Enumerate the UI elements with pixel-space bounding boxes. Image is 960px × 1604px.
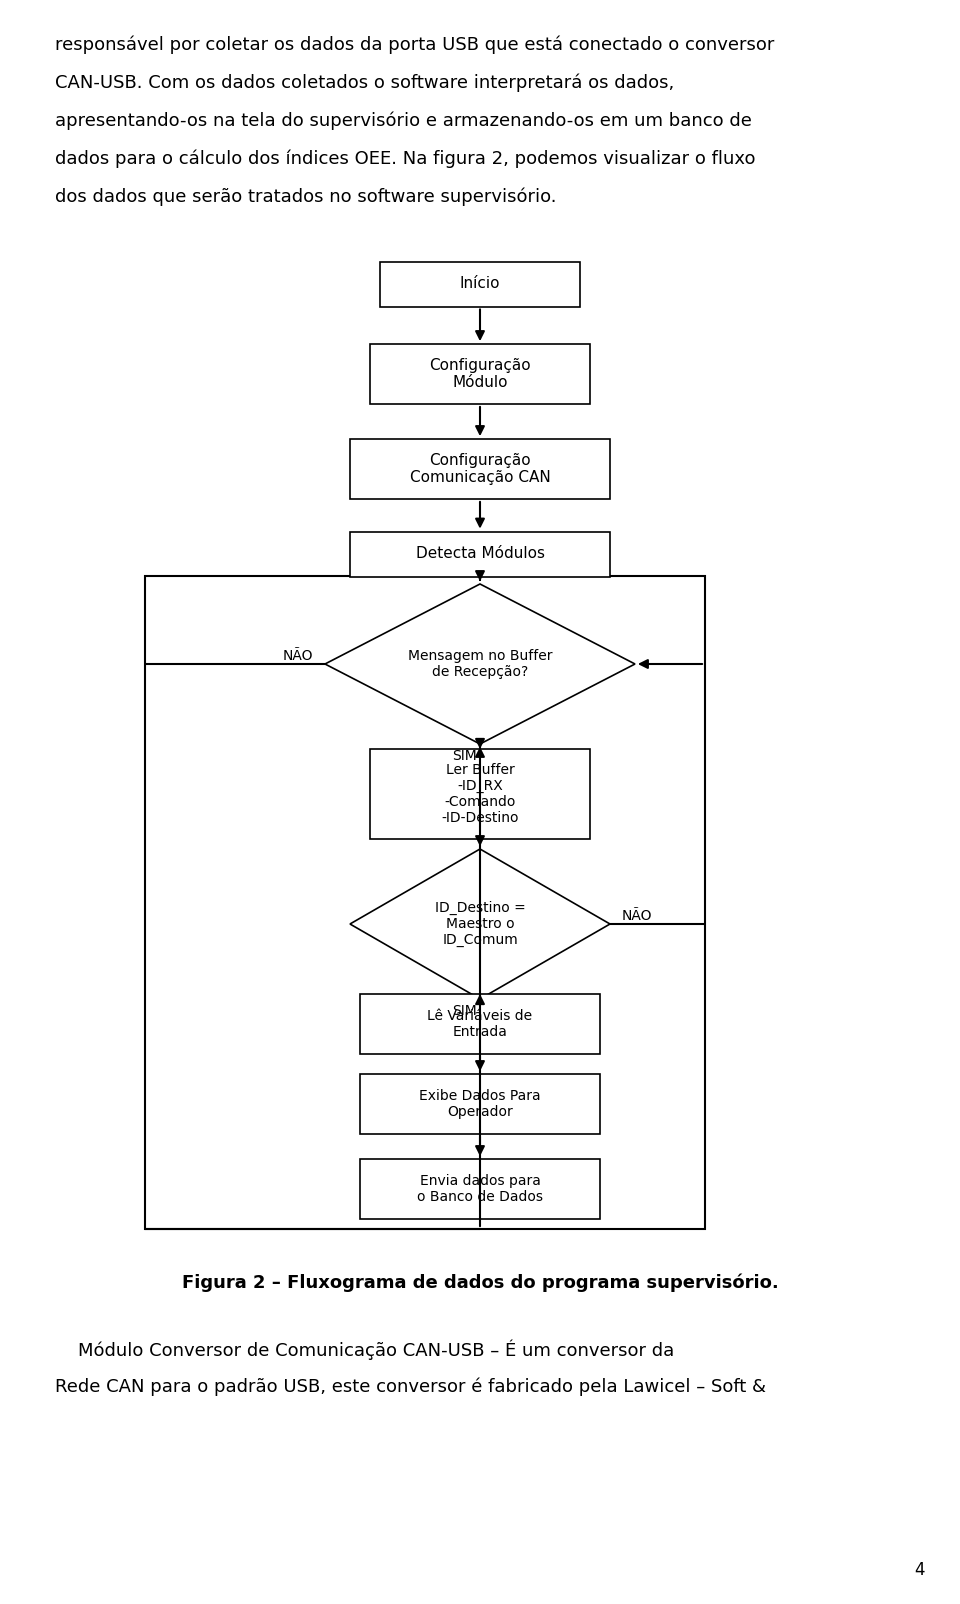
Text: 4: 4	[915, 1561, 925, 1578]
Text: Detecta Módulos: Detecta Módulos	[416, 547, 544, 561]
Text: Envia dados para
o Banco de Dados: Envia dados para o Banco de Dados	[417, 1174, 543, 1205]
Text: Exibe Dados Para
Operador: Exibe Dados Para Operador	[420, 1089, 540, 1120]
Bar	[370, 343, 590, 404]
Text: Ler Buffer
-ID_RX
-Comando
-ID-Destino: Ler Buffer -ID_RX -Comando -ID-Destino	[442, 762, 518, 826]
Bar	[350, 531, 610, 576]
Bar	[145, 576, 705, 1229]
Polygon shape	[350, 849, 610, 999]
Text: SIM: SIM	[452, 749, 477, 764]
Text: Figura 2 – Fluxograma de dados do programa supervisório.: Figura 2 – Fluxograma de dados do progra…	[181, 1274, 779, 1293]
Bar	[380, 261, 580, 306]
Bar	[370, 749, 590, 839]
Text: Mensagem no Buffer
de Recepção?: Mensagem no Buffer de Recepção?	[408, 650, 552, 678]
Text: ID_Destino =
Maestro o
ID_Comum: ID_Destino = Maestro o ID_Comum	[435, 901, 525, 948]
Text: SIM: SIM	[452, 1004, 477, 1019]
Polygon shape	[325, 584, 635, 744]
Text: Configuração
Comunicação CAN: Configuração Comunicação CAN	[410, 452, 550, 484]
Bar	[360, 994, 600, 1054]
Text: NÃO: NÃO	[282, 650, 313, 662]
Bar	[360, 1160, 600, 1219]
Bar	[350, 439, 610, 499]
Text: Início: Início	[460, 276, 500, 292]
Text: Rede CAN para o padrão USB, este conversor é fabricado pela Lawicel – Soft &: Rede CAN para o padrão USB, este convers…	[55, 1376, 766, 1395]
Text: Módulo Conversor de Comunicação CAN-USB – É um conversor da: Módulo Conversor de Comunicação CAN-USB …	[55, 1339, 674, 1360]
Text: CAN-USB. Com os dados coletados o software interpretará os dados,: CAN-USB. Com os dados coletados o softwa…	[55, 74, 674, 91]
Text: dos dados que serão tratados no software supervisório.: dos dados que serão tratados no software…	[55, 188, 557, 205]
Text: Configuração
Módulo: Configuração Módulo	[429, 358, 531, 390]
Text: apresentando-os na tela do supervisório e armazenando-os em um banco de: apresentando-os na tela do supervisório …	[55, 111, 752, 130]
Bar	[360, 1075, 600, 1134]
Text: dados para o cálculo dos índices OEE. Na figura 2, podemos visualizar o fluxo: dados para o cálculo dos índices OEE. Na…	[55, 149, 756, 167]
Text: Lê Variáveis de
Entrada: Lê Variáveis de Entrada	[427, 1009, 533, 1039]
Text: NÃO: NÃO	[622, 909, 653, 922]
Text: responsável por coletar os dados da porta USB que está conectado o conversor: responsável por coletar os dados da port…	[55, 35, 775, 53]
